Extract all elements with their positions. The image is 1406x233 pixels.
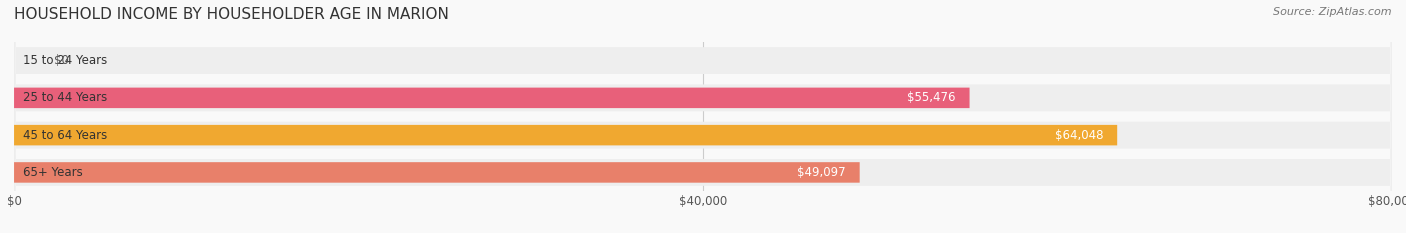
FancyBboxPatch shape: [14, 125, 1118, 145]
Text: Source: ZipAtlas.com: Source: ZipAtlas.com: [1274, 7, 1392, 17]
Text: 15 to 24 Years: 15 to 24 Years: [22, 54, 107, 67]
Text: $64,048: $64,048: [1054, 129, 1104, 142]
Text: $55,476: $55,476: [907, 91, 956, 104]
FancyBboxPatch shape: [14, 0, 1392, 233]
FancyBboxPatch shape: [14, 0, 1392, 233]
Text: 25 to 44 Years: 25 to 44 Years: [22, 91, 107, 104]
Text: $49,097: $49,097: [797, 166, 846, 179]
FancyBboxPatch shape: [14, 162, 859, 183]
Text: 65+ Years: 65+ Years: [22, 166, 83, 179]
Text: HOUSEHOLD INCOME BY HOUSEHOLDER AGE IN MARION: HOUSEHOLD INCOME BY HOUSEHOLDER AGE IN M…: [14, 7, 449, 22]
FancyBboxPatch shape: [14, 88, 970, 108]
FancyBboxPatch shape: [14, 0, 1392, 233]
Text: $0: $0: [53, 54, 69, 67]
Text: 45 to 64 Years: 45 to 64 Years: [22, 129, 107, 142]
FancyBboxPatch shape: [14, 0, 1392, 233]
